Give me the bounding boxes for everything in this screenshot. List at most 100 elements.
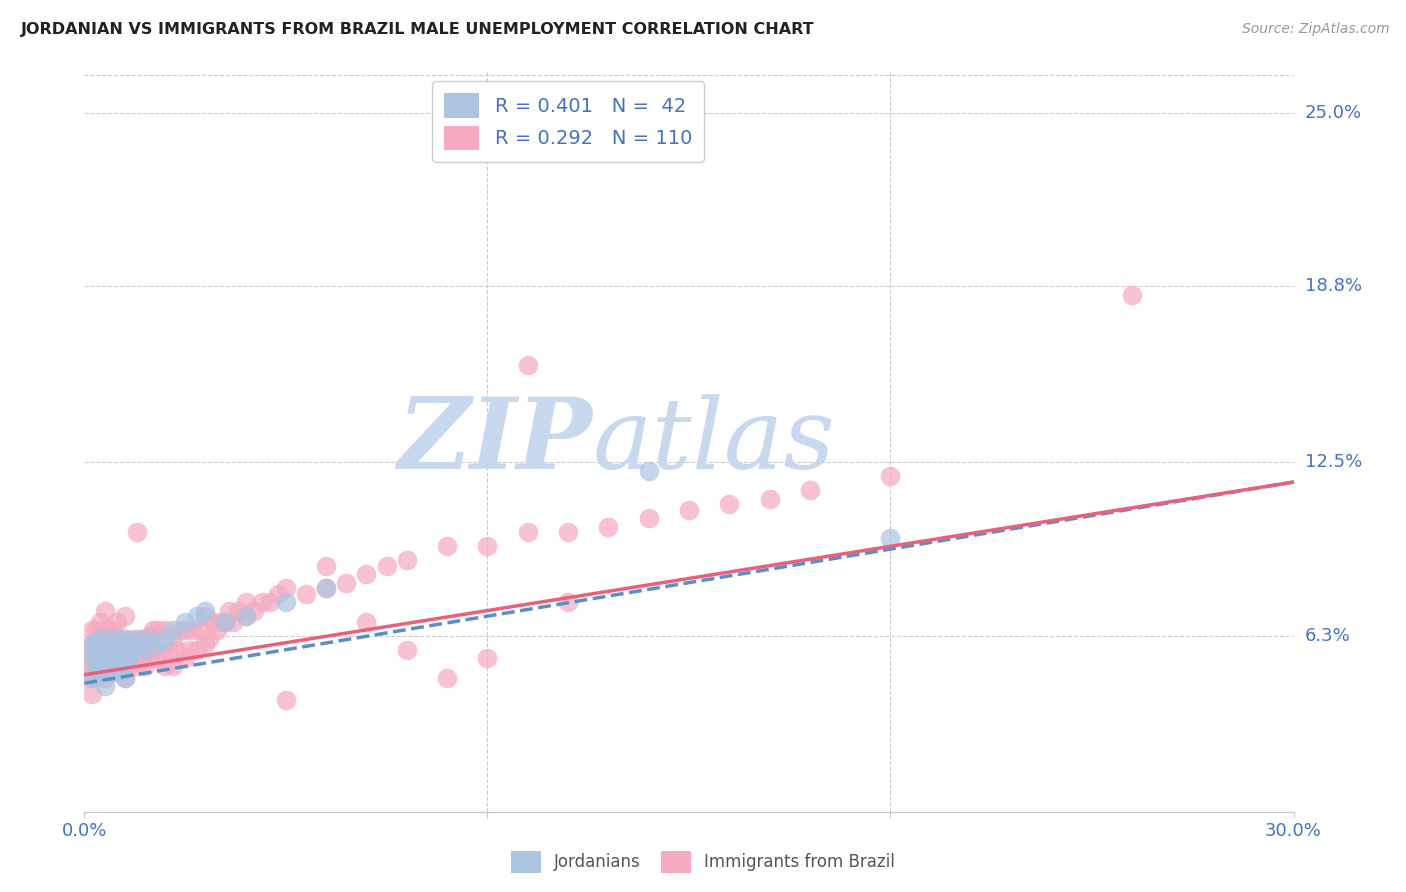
Point [250,595,273,609]
Point [174,623,197,637]
Point [125,637,148,651]
Point [436,539,458,553]
Point [97,642,120,657]
Point [142,642,165,657]
Point [93,671,115,685]
Point [93,603,115,617]
Point [207,623,229,637]
Legend: Jordanians, Immigrants from Brazil: Jordanians, Immigrants from Brazil [505,845,901,880]
Point [637,511,659,525]
Point [274,581,297,595]
Point [153,632,176,646]
Point [879,469,901,483]
Point [222,615,245,629]
Point [516,358,538,372]
Point [1121,288,1143,302]
Point [86,671,108,685]
Point [202,615,225,629]
Point [315,581,337,595]
Point [101,665,124,679]
Point [146,623,169,637]
Point [242,603,264,617]
Point [89,665,111,679]
Point [395,553,418,567]
Point [114,632,136,646]
Text: Source: ZipAtlas.com: Source: ZipAtlas.com [1241,22,1389,37]
Point [86,637,108,651]
Point [129,632,152,646]
Point [134,632,156,646]
Point [356,615,378,629]
Point [89,632,111,646]
Point [93,659,115,673]
Point [436,671,458,685]
Point [129,651,152,665]
Point [166,642,188,657]
Legend: R = 0.401   N =  42, R = 0.292   N = 110: R = 0.401 N = 42, R = 0.292 N = 110 [433,81,703,162]
Point [105,651,128,665]
Point [101,623,124,637]
Point [77,659,100,673]
Point [82,665,104,679]
Point [758,491,780,506]
Point [121,651,143,665]
Point [82,687,104,701]
Text: atlas: atlas [592,394,835,489]
Point [125,659,148,673]
Point [89,632,111,646]
Point [101,665,124,679]
Point [82,671,104,685]
Point [86,651,108,665]
Point [125,632,148,646]
Point [93,623,115,637]
Point [93,679,115,693]
Point [118,637,141,651]
Point [97,623,120,637]
Point [186,609,208,624]
Point [194,603,217,617]
Point [82,623,104,637]
Point [77,642,100,657]
Point [218,603,240,617]
Point [110,665,132,679]
Text: 18.8%: 18.8% [1305,277,1361,295]
Point [174,651,197,665]
Point [879,531,901,545]
Point [315,558,337,573]
Point [125,525,148,540]
Text: 25.0%: 25.0% [1305,104,1362,122]
Point [97,651,120,665]
Point [138,651,160,665]
Point [93,651,115,665]
Point [110,642,132,657]
Point [105,632,128,646]
Point [146,651,169,665]
Point [114,632,136,646]
Point [82,651,104,665]
Point [149,642,172,657]
Point [134,642,156,657]
Text: ZIP: ZIP [398,393,592,490]
Point [86,623,108,637]
Point [226,603,249,617]
Point [214,615,236,629]
Point [121,632,143,646]
Point [356,567,378,582]
Point [157,642,180,657]
Point [114,671,136,685]
Point [138,629,160,643]
Point [194,609,217,624]
Point [101,642,124,657]
Point [97,632,120,646]
Point [82,637,104,651]
Point [89,615,111,629]
Point [235,609,257,624]
Point [235,609,257,624]
Point [194,637,217,651]
Point [557,525,579,540]
Point [86,665,108,679]
Point [170,623,193,637]
Point [118,637,141,651]
Text: 12.5%: 12.5% [1305,453,1362,472]
Point [134,659,156,673]
